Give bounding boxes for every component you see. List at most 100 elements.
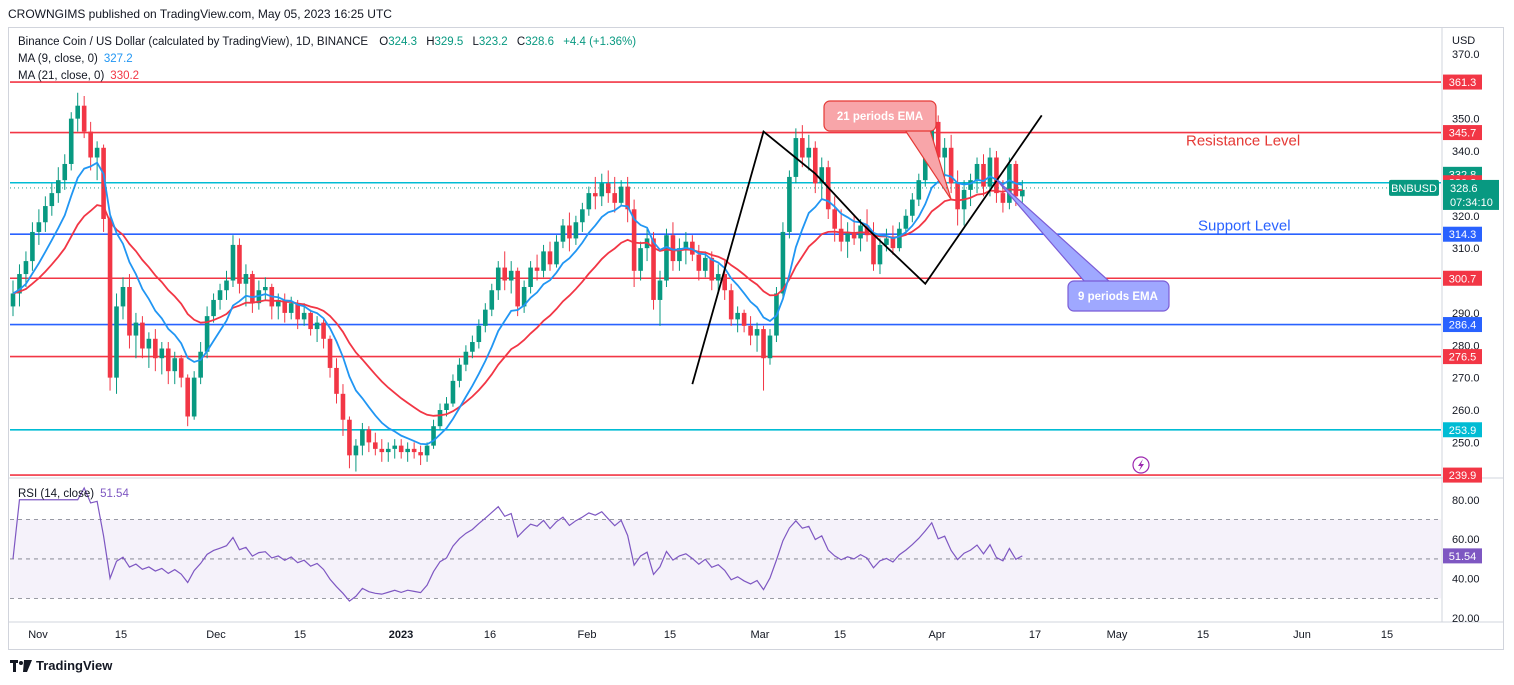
- candle: [599, 173, 605, 207]
- candle-body: [263, 286, 268, 291]
- level-badge-bg: [1443, 74, 1482, 90]
- candle: [528, 261, 533, 294]
- candle: [787, 170, 792, 239]
- candle-body: [153, 338, 158, 359]
- published-line: CROWNGIMS published on TradingView.com, …: [8, 7, 392, 21]
- candle-body: [618, 186, 624, 203]
- candle: [153, 329, 158, 372]
- level-badge-text: 314.3: [1449, 229, 1477, 241]
- candle: [910, 193, 915, 223]
- candle: [36, 209, 42, 245]
- candle: [573, 215, 579, 245]
- rsi-badge: [1443, 548, 1482, 564]
- ma21-label: MA (21, close, 0): [18, 70, 105, 82]
- candle: [334, 358, 339, 404]
- candle: [43, 196, 48, 232]
- candle: [483, 303, 488, 333]
- candle-body: [340, 393, 346, 420]
- candle-body: [1000, 193, 1006, 203]
- ema9-callout-text: 9 periods EMA: [1078, 291, 1158, 303]
- candle: [146, 332, 152, 368]
- candle: [916, 173, 922, 207]
- time-tick-label: Feb: [578, 629, 597, 641]
- candle-body: [767, 335, 773, 359]
- candle: [670, 222, 676, 271]
- candle-body: [88, 131, 93, 158]
- time-tick-label: 15: [664, 629, 676, 641]
- candle: [948, 134, 954, 194]
- level-badge-text: 361.3: [1449, 77, 1477, 89]
- candle: [62, 154, 68, 190]
- level-badge: 253.9: [1443, 422, 1482, 438]
- candle-body: [172, 358, 178, 372]
- candle: [877, 238, 883, 275]
- candle: [651, 231, 656, 310]
- rsi-value: 51.54: [100, 488, 129, 500]
- candle-body: [75, 105, 80, 119]
- candle-body: [948, 147, 954, 184]
- candle-body: [146, 338, 152, 349]
- candle-body: [981, 163, 986, 187]
- close-value: 328.6: [525, 36, 554, 48]
- level-badge-text: 276.5: [1449, 352, 1477, 364]
- candle-body: [327, 338, 333, 368]
- candle: [612, 176, 618, 213]
- candle: [489, 283, 495, 317]
- candle: [554, 235, 559, 268]
- rsi-tick-label: 20.00: [1452, 613, 1480, 625]
- candle-body: [851, 231, 857, 239]
- candle-body: [178, 358, 184, 378]
- candle: [405, 442, 410, 462]
- candle: [243, 264, 249, 307]
- candle: [981, 154, 986, 197]
- candle-body: [288, 303, 294, 313]
- candle: [748, 316, 753, 346]
- candle: [366, 426, 372, 453]
- candle-body: [715, 274, 721, 281]
- candle-body: [690, 241, 695, 255]
- candle: [418, 445, 423, 466]
- candle-body: [780, 231, 786, 294]
- candle-body: [321, 322, 326, 339]
- level-badge-bg: [1443, 317, 1482, 333]
- support-label: Support Level: [1198, 217, 1291, 234]
- candle-body: [392, 445, 398, 449]
- candle: [664, 228, 669, 287]
- candle: [1007, 157, 1012, 210]
- candle: [735, 306, 740, 333]
- candle: [968, 173, 973, 207]
- candle-body: [230, 244, 236, 281]
- candle: [88, 121, 93, 171]
- candle-body: [444, 403, 449, 411]
- ma21-legend: MA (21, close, 0) 330.2: [18, 70, 139, 82]
- time-tick-label: 16: [484, 629, 496, 641]
- level-badge-text: 239.9: [1449, 470, 1477, 482]
- candle: [159, 342, 165, 375]
- candle-body: [68, 118, 74, 164]
- candle-body: [36, 222, 42, 232]
- candle-body: [605, 183, 611, 194]
- candle: [541, 244, 546, 278]
- candle: [392, 439, 398, 459]
- candle-body: [114, 306, 119, 378]
- candle: [360, 422, 365, 456]
- candle: [715, 264, 721, 294]
- candle: [321, 319, 326, 349]
- candle: [657, 270, 663, 326]
- candle-body: [560, 225, 566, 242]
- candle-body: [994, 157, 999, 194]
- candle: [534, 254, 540, 281]
- candle-body: [140, 322, 145, 349]
- ema21-callout-box: [823, 100, 937, 132]
- candle-body: [470, 342, 475, 352]
- candle: [502, 251, 508, 291]
- candle: [437, 403, 443, 430]
- level-badge-bg: [1443, 467, 1482, 483]
- candle-body: [43, 206, 48, 223]
- candle: [185, 374, 190, 427]
- candle: [987, 147, 993, 197]
- level-badge-bg: [1443, 226, 1482, 242]
- candle-body: [806, 147, 812, 158]
- candle: [191, 371, 197, 420]
